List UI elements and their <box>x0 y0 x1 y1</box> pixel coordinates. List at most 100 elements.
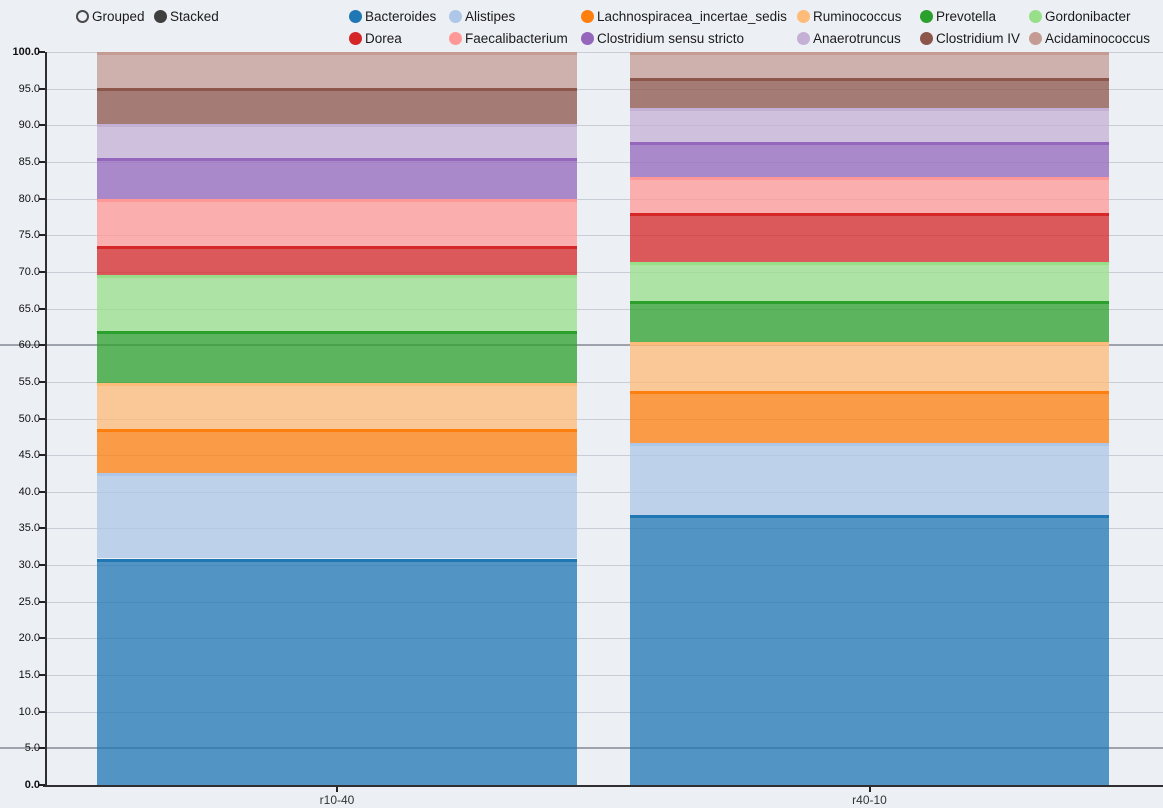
segment-Acidaminococcus-r40-10[interactable] <box>630 52 1109 78</box>
legend-item-Lachnospiracea_incertae_sedis[interactable]: Lachnospiracea_incertae_sedis <box>581 5 787 27</box>
stacked-radio-icon[interactable] <box>154 9 167 23</box>
legend-label: Alistipes <box>465 8 516 24</box>
y-axis-label: 85.0 <box>18 155 40 168</box>
stacked-label: Stacked <box>170 8 219 24</box>
legend-label: Ruminococcus <box>813 8 902 24</box>
category-label-r40-10: r40-10 <box>852 793 887 807</box>
y-axis-label: 65.0 <box>18 302 40 315</box>
segment-Ruminococcus-r40-10[interactable] <box>630 341 1109 391</box>
gridline <box>46 675 1163 677</box>
segment-Clostridium-IV-r40-10[interactable] <box>630 77 1109 108</box>
gridline <box>46 125 1163 127</box>
gridline <box>46 235 1163 237</box>
legend-label: Acidaminococcus <box>1045 30 1151 46</box>
y-axis-label: 15.0 <box>18 669 40 682</box>
y-axis-label: 40.0 <box>18 485 40 498</box>
segment-Lachnospiracea_incertae_sedis-r10-40[interactable] <box>97 428 577 474</box>
segment-Anaerotruncus-r40-10[interactable] <box>630 107 1109 143</box>
legend-swatch-icon <box>449 31 462 45</box>
legend-item-Bacteroides[interactable]: Bacteroides <box>349 5 436 27</box>
y-axis-line <box>45 52 47 787</box>
segment-Clostridium-IV-r10-40[interactable] <box>97 87 577 124</box>
gridline <box>46 491 1163 493</box>
legend-swatch-icon <box>797 9 810 23</box>
y-axis-label: 45.0 <box>18 449 40 462</box>
segment-Acidaminococcus-r10-40[interactable] <box>97 52 577 88</box>
legend-swatch-icon <box>349 9 362 23</box>
grouped-label: Grouped <box>92 8 145 24</box>
segment-Gordonibacter-r10-40[interactable] <box>97 274 577 332</box>
legend-swatch-icon <box>449 9 462 23</box>
legend-item-Clostridium-IV[interactable]: Clostridium IV <box>920 27 1020 49</box>
emphasized-gridline <box>0 344 1163 347</box>
segment-Faecalibacterium-r40-10[interactable] <box>630 177 1109 214</box>
segment-Bacteroides-r40-10[interactable] <box>630 515 1109 785</box>
legend-item-Clostridium-sensu-stricto[interactable]: Clostridium sensu stricto <box>581 27 744 49</box>
gridline <box>46 455 1163 457</box>
gridline <box>46 198 1163 200</box>
segment-Prevotella-r40-10[interactable] <box>630 301 1109 342</box>
legend-item-Acidaminococcus[interactable]: Acidaminococcus <box>1029 27 1150 49</box>
segment-Gordonibacter-r40-10[interactable] <box>630 261 1109 302</box>
gridline <box>46 161 1163 163</box>
gridline <box>46 528 1163 530</box>
y-axis-tick <box>39 637 45 640</box>
legend-item-Faecalibacterium[interactable]: Faecalibacterium <box>449 27 568 49</box>
legend-item-Gordonibacter[interactable]: Gordonibacter <box>1029 5 1131 27</box>
x-axis-tick <box>868 787 871 792</box>
gridline <box>46 88 1163 90</box>
legend-item-Prevotella[interactable]: Prevotella <box>920 5 996 27</box>
segment-Dorea-r10-40[interactable] <box>97 246 577 275</box>
y-axis-tick <box>39 527 45 530</box>
grouped-radio-icon[interactable] <box>76 9 89 23</box>
segment-Bacteroides-r10-40[interactable] <box>97 558 577 785</box>
y-axis-tick <box>39 600 45 603</box>
y-axis-tick <box>39 417 45 420</box>
legend-label: Bacteroides <box>365 8 437 24</box>
segment-Ruminococcus-r10-40[interactable] <box>97 383 577 429</box>
legend-swatch-icon <box>581 31 594 45</box>
segment-Dorea-r40-10[interactable] <box>630 213 1109 262</box>
legend-item-Alistipes[interactable]: Alistipes <box>449 5 515 27</box>
legend-swatch-icon <box>920 31 933 45</box>
y-axis-label: 35.0 <box>18 522 40 535</box>
gridline <box>46 308 1163 310</box>
y-axis-label: 80.0 <box>18 192 40 205</box>
y-axis-label: 5.0 <box>24 742 40 755</box>
y-axis-label: 0.0 <box>24 779 40 791</box>
y-axis-tick <box>39 564 45 567</box>
segment-Alistipes-r10-40[interactable] <box>97 473 577 559</box>
segment-Lachnospiracea_incertae_sedis-r40-10[interactable] <box>630 390 1109 443</box>
segment-Faecalibacterium-r10-40[interactable] <box>97 198 577 247</box>
y-axis-label: 20.0 <box>18 632 40 645</box>
legend-label: Lachnospiracea_incertae_sedis <box>597 8 787 24</box>
y-axis-tick <box>39 307 45 310</box>
legend-item-Ruminococcus[interactable]: Ruminococcus <box>797 5 902 27</box>
segment-Alistipes-r40-10[interactable] <box>630 442 1109 516</box>
gridline <box>46 711 1163 713</box>
mode-option-grouped[interactable]: Grouped <box>76 5 145 27</box>
segment-Prevotella-r10-40[interactable] <box>97 331 577 384</box>
legend-swatch-icon <box>797 31 810 45</box>
legend-label: Clostridium sensu stricto <box>597 30 745 46</box>
y-axis-tick <box>39 197 45 200</box>
segment-Clostridium-sensu-stricto-r10-40[interactable] <box>97 158 577 199</box>
segment-Clostridium-sensu-stricto-r40-10[interactable] <box>630 142 1109 178</box>
y-axis-tick <box>39 51 45 53</box>
y-axis-label: 100.0 <box>12 46 40 58</box>
segment-Anaerotruncus-r10-40[interactable] <box>97 123 577 159</box>
legend-label: Faecalibacterium <box>465 30 568 46</box>
y-axis-tick <box>39 710 45 713</box>
y-axis-tick <box>39 124 45 127</box>
legend-item-Anaerotruncus[interactable]: Anaerotruncus <box>797 27 901 49</box>
legend-label: Prevotella <box>936 8 997 24</box>
legend-item-Dorea[interactable]: Dorea <box>349 27 402 49</box>
x-axis-line <box>43 785 1163 787</box>
gridline <box>46 271 1163 273</box>
legend-label: Clostridium IV <box>936 30 1021 46</box>
mode-option-stacked[interactable]: Stacked <box>154 5 219 27</box>
legend-label: Dorea <box>365 30 402 46</box>
y-axis-label: 25.0 <box>18 595 40 608</box>
x-axis-tick <box>336 787 338 792</box>
legend-label: Anaerotruncus <box>813 30 901 46</box>
